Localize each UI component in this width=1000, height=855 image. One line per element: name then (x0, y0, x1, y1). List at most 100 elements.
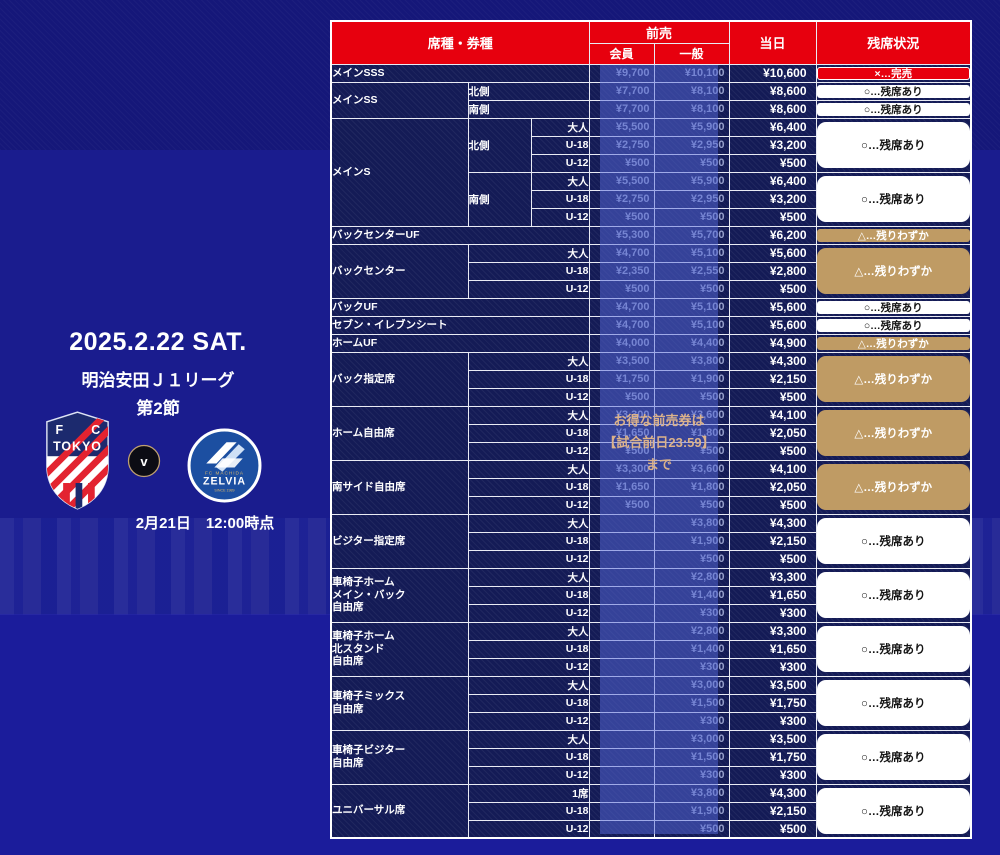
price-member-cell: ¥2,350 (588, 261, 655, 281)
header-member: 会員 (588, 42, 655, 65)
versus-circle (127, 444, 161, 478)
seat-name-cell: 南サイド自由席 (330, 459, 469, 515)
ticket-age-cell: U-12 (467, 603, 590, 623)
price-member-cell: ¥7,700 (588, 99, 655, 119)
price-same-day-cell: ¥8,600 (728, 99, 817, 119)
price-member-cell: ¥5,300 (588, 225, 655, 245)
status-badge-available: ○…残席あり (817, 102, 971, 116)
ticket-age-cell: 大人 (530, 117, 590, 137)
table-row: ホーム自由席 大人 ¥3,300 ¥3,600 ¥4,100 △…残りわずか (330, 405, 972, 461)
price-member-cell: ¥1,650 (588, 423, 655, 443)
price-same-day-cell: ¥2,150 (728, 369, 817, 389)
price-general-cell: ¥1,900 (653, 801, 730, 821)
ticket-age-cell: U-18 (467, 639, 590, 659)
status-badge-available: ○…残席あり (817, 176, 971, 222)
price-same-day-cell: ¥300 (728, 765, 817, 785)
price-same-day-cell: ¥2,150 (728, 531, 817, 551)
ticket-age-cell: U-18 (467, 477, 590, 497)
price-member-cell: ¥2,750 (588, 189, 655, 209)
price-general-cell: ¥1,900 (653, 369, 730, 389)
zelvia-circle (187, 428, 262, 503)
availability-cell: ○…残席あり (815, 117, 972, 173)
header-seat-type: 席種・券種 (330, 20, 590, 65)
availability-cell: ○…残席あり (815, 297, 972, 317)
price-general-cell: ¥3,000 (653, 675, 730, 695)
match-info-panel: 2025.2.22 SAT. 明治安田Ｊ１リーグ 第2節 (13, 328, 303, 419)
status-badge-available: ○…残席あり (817, 300, 971, 314)
ticket-age-cell: U-12 (467, 711, 590, 731)
price-general-cell: ¥10,100 (653, 63, 730, 83)
price-general-cell: ¥3,800 (653, 351, 730, 371)
availability-cell: ○…残席あり (815, 171, 972, 227)
seat-name-cell: ホーム自由席 (330, 405, 469, 461)
price-member-cell: ¥4,000 (588, 333, 655, 353)
price-member-cell: ¥9,700 (588, 63, 655, 83)
price-general-cell: ¥1,800 (653, 423, 730, 443)
price-member-cell: ¥3,500 (588, 351, 655, 371)
table-row: 車椅子ミックス 自由席 大人 ¥3,000 ¥3,500 ○…残席あり (330, 675, 972, 731)
price-member-cell (588, 819, 655, 839)
seat-side-cell: 北側 (467, 81, 590, 101)
seat-name-cell: ビジター指定席 (330, 513, 469, 569)
table-row: 車椅子ビジター 自由席 大人 ¥3,000 ¥3,500 ○…残席あり (330, 729, 972, 785)
price-member-cell (588, 801, 655, 821)
price-member-cell: ¥500 (588, 495, 655, 515)
price-member-cell: ¥500 (588, 441, 655, 461)
price-member-cell (588, 747, 655, 767)
price-general-cell: ¥1,400 (653, 639, 730, 659)
price-member-cell: ¥500 (588, 153, 655, 173)
ticket-age-cell: U-12 (467, 279, 590, 299)
availability-cell: ○…残席あり (815, 729, 972, 785)
seat-name-cell: 車椅子ビジター 自由席 (330, 729, 469, 785)
header-availability: 残席状況 (815, 20, 972, 65)
availability-cell: ○…残席あり (815, 567, 972, 623)
price-same-day-cell: ¥4,100 (728, 459, 817, 479)
price-general-cell: ¥500 (653, 441, 730, 461)
price-member-cell (588, 513, 655, 533)
availability-cell: △…残りわずか (815, 351, 972, 407)
price-same-day-cell: ¥3,500 (728, 675, 817, 695)
price-same-day-cell: ¥5,600 (728, 297, 817, 317)
zelvia-z-mark (206, 442, 245, 472)
price-same-day-cell: ¥500 (728, 279, 817, 299)
availability-cell: ○…残席あり (815, 783, 972, 839)
price-member-cell: ¥4,700 (588, 243, 655, 263)
price-same-day-cell: ¥500 (728, 153, 817, 173)
price-member-cell: ¥5,500 (588, 171, 655, 191)
seat-side-cell: 北側 (467, 117, 532, 173)
league-name: 明治安田Ｊ１リーグ (81, 371, 235, 390)
ticket-age-cell: U-18 (467, 369, 590, 389)
availability-cell: ○…残席あり (815, 315, 972, 335)
ticket-age-cell: U-18 (467, 261, 590, 281)
seat-name-cell: メインSS (330, 81, 469, 119)
ticket-age-cell: 大人 (530, 171, 590, 191)
ticket-age-cell: U-12 (467, 819, 590, 839)
status-badge-few: △…残りわずか (817, 248, 971, 294)
price-same-day-cell: ¥3,500 (728, 729, 817, 749)
price-member-cell (588, 585, 655, 605)
price-member-cell: ¥500 (588, 279, 655, 299)
crest-shield (46, 411, 109, 510)
price-general-cell: ¥2,950 (653, 135, 730, 155)
price-member-cell (588, 657, 655, 677)
price-member-cell: ¥4,700 (588, 315, 655, 335)
availability-cell: ○…残席あり (815, 513, 972, 569)
price-general-cell: ¥1,500 (653, 747, 730, 767)
ticket-age-cell: U-18 (530, 135, 590, 155)
match-round: 第2節 (136, 399, 180, 418)
seat-name-cell: ホームUF (330, 333, 590, 353)
availability-cell: ○…残席あり (815, 621, 972, 677)
ticket-age-cell: 大人 (467, 351, 590, 371)
price-same-day-cell: ¥500 (728, 495, 817, 515)
ticket-age-cell: 大人 (467, 243, 590, 263)
price-general-cell: ¥500 (653, 549, 730, 569)
price-member-cell: ¥500 (588, 207, 655, 227)
price-general-cell: ¥3,800 (653, 513, 730, 533)
price-same-day-cell: ¥1,650 (728, 639, 817, 659)
price-general-cell: ¥500 (653, 819, 730, 839)
price-general-cell: ¥500 (653, 387, 730, 407)
price-general-cell: ¥5,100 (653, 315, 730, 335)
price-same-day-cell: ¥10,600 (728, 63, 817, 83)
crest-letter-f: F (56, 423, 64, 437)
price-same-day-cell: ¥1,750 (728, 747, 817, 767)
